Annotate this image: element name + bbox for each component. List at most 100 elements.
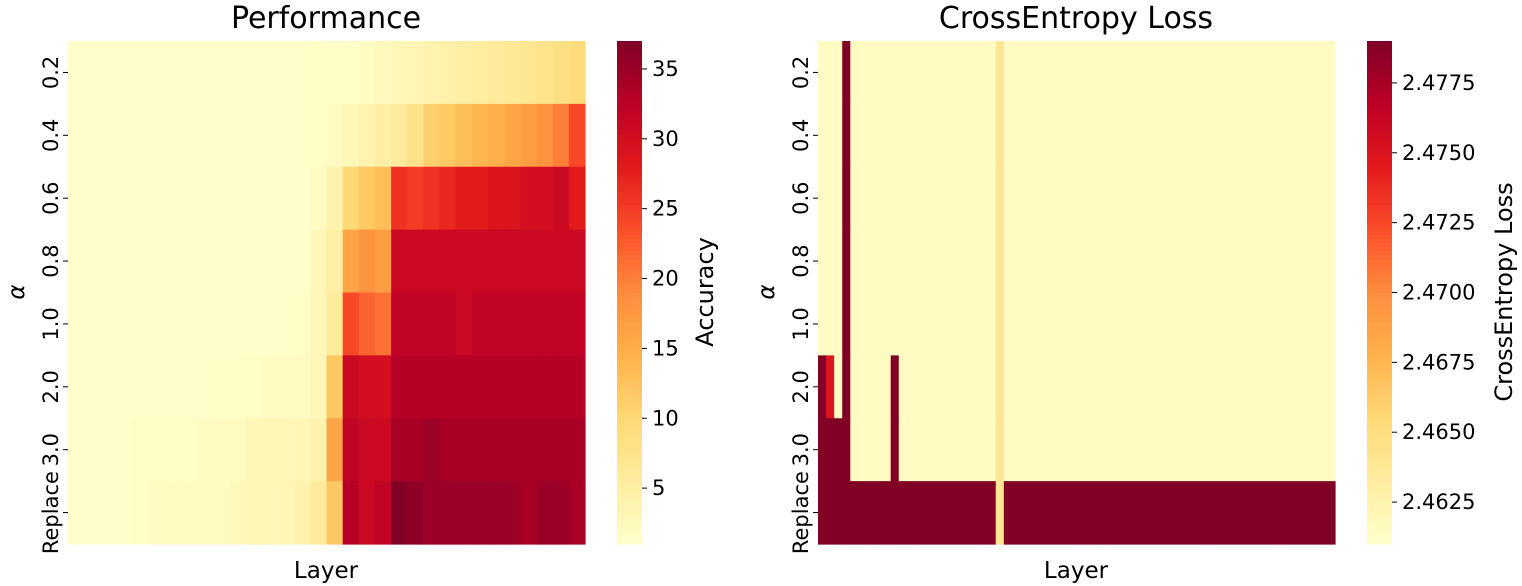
heatmap-cell bbox=[1003, 166, 1013, 231]
heatmap-cell bbox=[1060, 418, 1070, 482]
heatmap-cell bbox=[1302, 292, 1312, 356]
colorbar-segment bbox=[1367, 514, 1392, 520]
heatmap-cell bbox=[1326, 41, 1336, 105]
heatmap-cell bbox=[1294, 292, 1304, 356]
colorbar-tick-label: 2.4700 bbox=[1402, 281, 1475, 305]
heatmap-cell bbox=[842, 41, 851, 105]
colorbar-segment bbox=[617, 510, 642, 516]
heatmap-cell bbox=[197, 103, 215, 168]
heatmap-cell bbox=[1197, 229, 1207, 294]
heatmap-cell bbox=[1310, 229, 1320, 294]
heatmap-cell bbox=[931, 418, 940, 482]
heatmap-cell bbox=[148, 103, 166, 168]
heatmap-cell bbox=[552, 355, 570, 419]
heatmap-cell bbox=[407, 481, 425, 545]
heatmap-cell bbox=[1133, 166, 1142, 231]
heatmap-cell bbox=[1213, 41, 1223, 105]
heatmap-cell bbox=[1173, 166, 1183, 231]
heatmap-cell bbox=[342, 166, 360, 231]
heatmap-cell bbox=[1310, 481, 1320, 545]
colorbar-segment bbox=[617, 95, 642, 101]
heatmap-cell bbox=[1044, 418, 1053, 482]
heatmap-cell bbox=[423, 355, 441, 419]
colorbar-segment bbox=[617, 212, 642, 218]
heatmap-cell bbox=[1270, 103, 1280, 168]
heatmap-cell bbox=[568, 41, 586, 105]
colorbar-segment bbox=[1367, 313, 1392, 319]
colorbar-segment bbox=[617, 103, 642, 109]
heatmap-cell bbox=[1092, 355, 1102, 419]
heatmap-cell bbox=[898, 418, 908, 482]
heatmap-cell bbox=[882, 166, 892, 231]
heatmap-cell bbox=[100, 229, 118, 294]
heatmap-cell bbox=[164, 292, 182, 356]
heatmap-cell bbox=[245, 166, 263, 231]
colorbar-segment bbox=[1367, 359, 1392, 365]
heatmap-cell bbox=[116, 418, 134, 482]
heatmap-cell bbox=[1213, 355, 1223, 419]
colorbar-segment bbox=[1367, 212, 1392, 218]
heatmap-cell bbox=[278, 41, 295, 105]
heatmap-cell bbox=[1011, 355, 1021, 419]
colorbar-segment bbox=[617, 49, 642, 55]
colorbar-segment bbox=[1367, 326, 1392, 331]
heatmap-cell bbox=[261, 355, 279, 419]
heatmap-cell bbox=[874, 41, 884, 105]
heatmap-cell bbox=[1246, 481, 1255, 545]
heatmap-cell bbox=[439, 41, 457, 105]
heatmap-cell bbox=[552, 41, 570, 105]
heatmap-cell bbox=[1133, 41, 1142, 105]
heatmap-cell bbox=[834, 166, 843, 231]
colorbar-segment bbox=[1367, 66, 1392, 71]
heatmap-cell bbox=[1068, 103, 1078, 168]
colorbar-segment bbox=[617, 464, 642, 470]
heatmap-cell bbox=[955, 418, 965, 482]
heatmap-cell bbox=[882, 355, 892, 419]
performance-y-ticks: 0.2 0.4 0.6 0.8 1.0 2.0 3.0 Replace bbox=[39, 56, 68, 554]
heatmap-cell bbox=[939, 355, 948, 419]
heatmap-cell bbox=[1084, 418, 1094, 482]
colorbar-segment bbox=[1367, 489, 1392, 495]
heatmap-cell bbox=[963, 355, 973, 419]
heatmap-cell bbox=[995, 103, 1005, 168]
heatmap-cell bbox=[181, 418, 198, 482]
heatmap-cell bbox=[979, 229, 989, 294]
heatmap-cell bbox=[374, 292, 392, 356]
heatmap-cell bbox=[100, 292, 118, 356]
heatmap-cell bbox=[1092, 292, 1102, 356]
heatmap-cell bbox=[1238, 229, 1247, 294]
heatmap-cell bbox=[1124, 292, 1134, 356]
heatmap-cell bbox=[1068, 166, 1078, 231]
heatmap-cell bbox=[374, 103, 392, 168]
colorbar-segment bbox=[617, 225, 642, 231]
colorbar-segment bbox=[1367, 330, 1392, 336]
heatmap-cell bbox=[342, 481, 360, 545]
heatmap-cell bbox=[1052, 229, 1061, 294]
heatmap-cell bbox=[818, 41, 827, 105]
heatmap-cell bbox=[1116, 41, 1126, 105]
heatmap-cell bbox=[84, 292, 101, 356]
colorbar-segment bbox=[617, 87, 642, 92]
heatmap-cell bbox=[358, 103, 376, 168]
colorbar-segment bbox=[1367, 158, 1392, 164]
heatmap-cell bbox=[84, 481, 101, 545]
heatmap-cell bbox=[1286, 229, 1296, 294]
heatmap-cell bbox=[1294, 166, 1304, 231]
crossentropy-heatmap-cells bbox=[818, 41, 1336, 545]
heatmap-cell bbox=[439, 229, 457, 294]
heatmap-cell bbox=[294, 355, 311, 419]
heatmap-cell bbox=[947, 355, 956, 419]
heatmap-cell bbox=[536, 292, 554, 356]
colorbar-segment bbox=[1367, 254, 1392, 260]
heatmap-cell bbox=[971, 481, 981, 545]
heatmap-cell bbox=[278, 355, 295, 419]
heatmap-cell bbox=[164, 481, 182, 545]
heatmap-cell bbox=[890, 103, 900, 168]
heatmap-cell bbox=[1060, 355, 1070, 419]
colorbar-segment bbox=[617, 133, 642, 139]
colorbar-segment bbox=[617, 468, 642, 474]
heatmap-cell bbox=[455, 418, 473, 482]
heatmap-cell bbox=[890, 418, 900, 482]
heatmap-cell bbox=[245, 355, 263, 419]
heatmap-cell bbox=[1036, 481, 1045, 545]
